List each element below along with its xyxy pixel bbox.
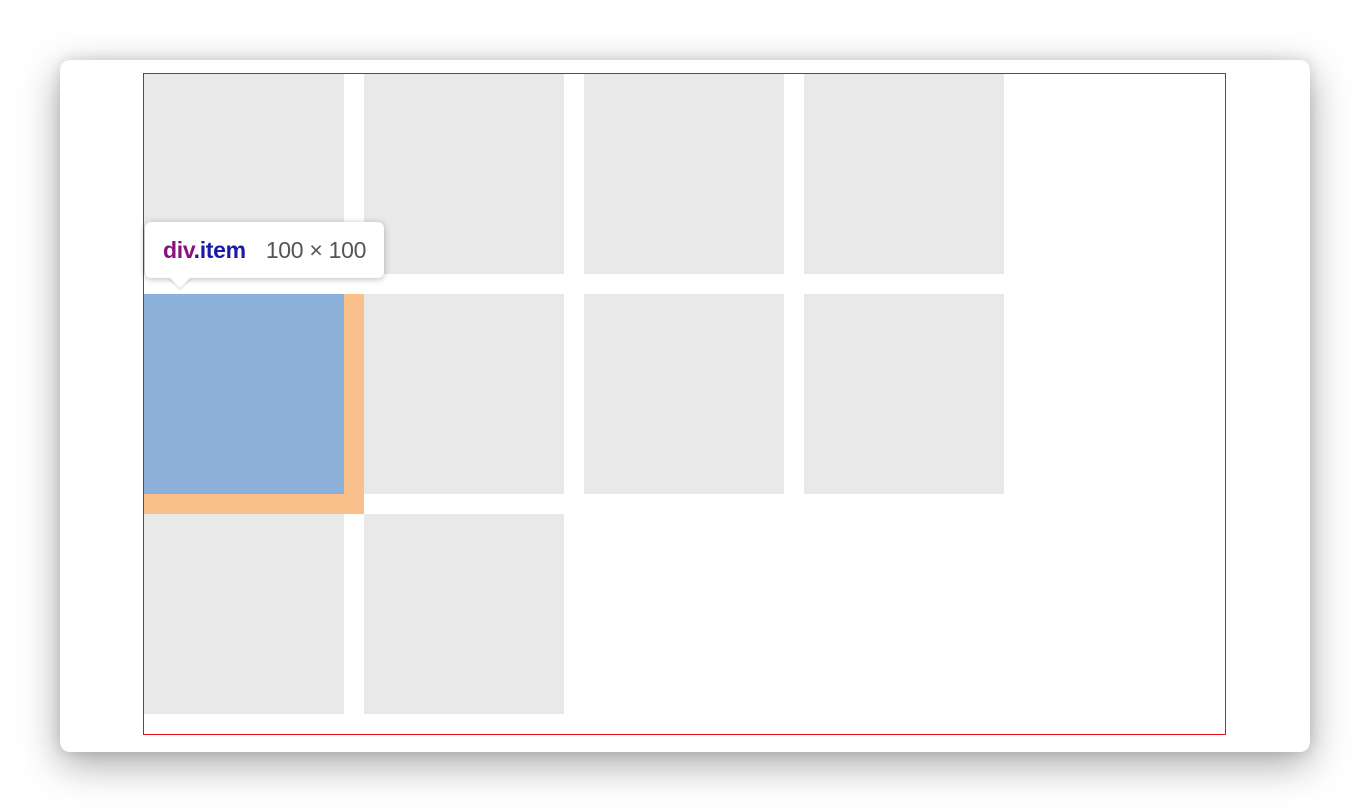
grid-item[interactable]	[364, 74, 564, 274]
grid-item[interactable]	[804, 294, 1004, 494]
tooltip-arrow	[169, 277, 191, 288]
item-content-highlight[interactable]	[144, 294, 344, 494]
grid-item[interactable]	[584, 294, 784, 494]
grid-item[interactable]	[584, 74, 784, 274]
element-selector: div.item	[163, 237, 246, 264]
grid-item[interactable]	[144, 514, 344, 714]
element-tag: div	[163, 236, 194, 263]
grid-item[interactable]	[364, 514, 564, 714]
element-class: .item	[193, 236, 246, 263]
grid-item[interactable]	[364, 294, 564, 494]
grid-item[interactable]	[804, 74, 1004, 274]
element-dimensions: 100 × 100	[265, 236, 367, 263]
inspector-tooltip: div.item 100 × 100	[145, 222, 385, 288]
